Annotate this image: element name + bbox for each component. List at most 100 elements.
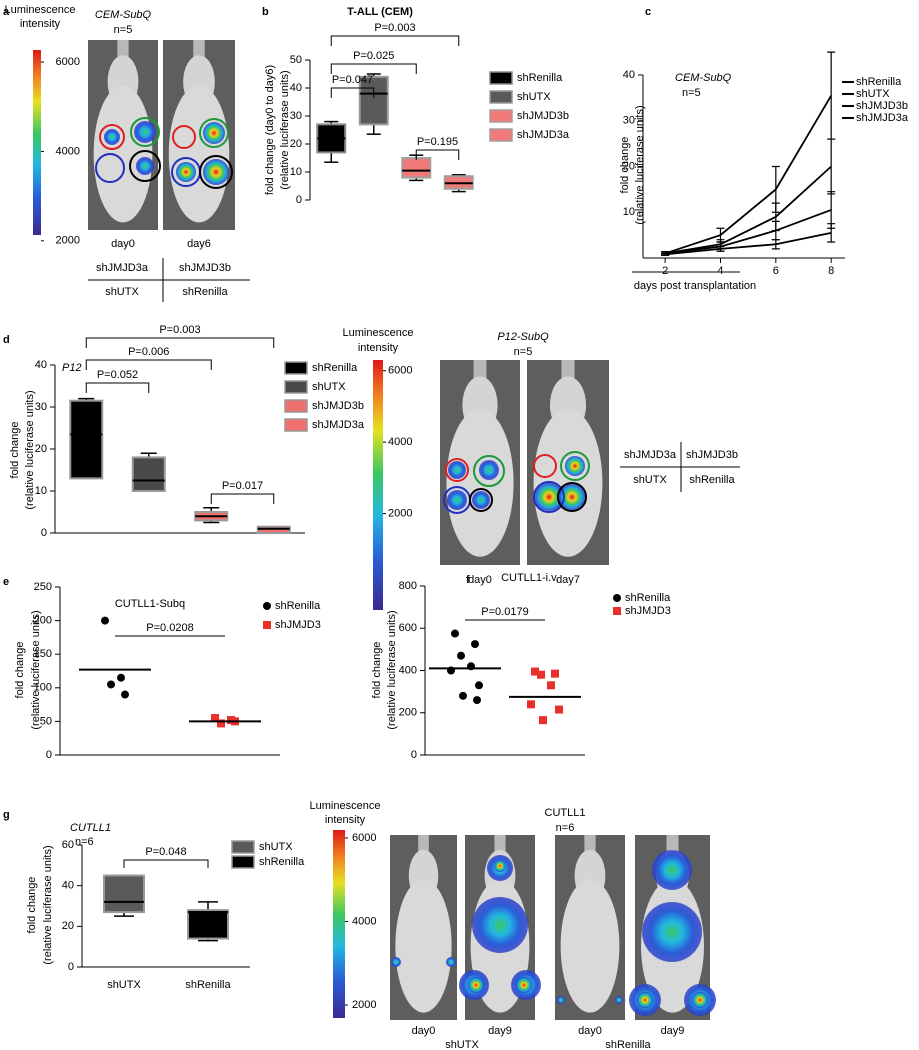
colorbar-title: intensity xyxy=(325,814,366,826)
mouse-body xyxy=(395,879,452,1013)
y-tick-label: 30 xyxy=(290,110,302,122)
y-tick-label: 40 xyxy=(35,359,47,371)
legend-swatch xyxy=(231,840,255,854)
tumor-outline xyxy=(199,118,229,148)
data-point xyxy=(555,705,563,714)
x-tick-label: shUTX xyxy=(107,979,141,991)
panel-letter: b xyxy=(262,6,269,18)
legend-label: shUTX xyxy=(259,841,293,853)
colorbar-title: intensity xyxy=(358,342,399,354)
y-tick-label: 10 xyxy=(35,485,47,497)
box xyxy=(256,525,291,535)
significance-bracket xyxy=(330,87,375,98)
nose-cone xyxy=(418,835,429,854)
y-tick-label: 50 xyxy=(290,54,302,66)
legend-label: shRenilla xyxy=(517,72,563,84)
y-tick-label: 0 xyxy=(41,527,47,539)
luminescence-signal xyxy=(203,159,229,185)
tumor-outline xyxy=(533,481,565,513)
data-line xyxy=(664,95,832,255)
panel-letter: g xyxy=(3,809,10,821)
y-tick-label: 0 xyxy=(411,749,417,761)
box xyxy=(401,157,432,179)
y-tick-label: 40 xyxy=(62,880,74,892)
day-label: day9 xyxy=(488,1025,512,1037)
key-label: shJMJD3b xyxy=(686,449,738,461)
chart-title: T-ALL (CEM) xyxy=(347,6,413,18)
legend-label: shJMJD3a xyxy=(517,129,570,141)
data-line xyxy=(665,231,832,256)
legend-label: shRenilla xyxy=(625,592,671,604)
luminescence-signal xyxy=(479,460,499,480)
data-point xyxy=(217,719,225,728)
luminescence-signal xyxy=(637,992,653,1008)
box xyxy=(187,909,229,940)
key-label: shUTX xyxy=(105,286,139,298)
key-label: shRenilla xyxy=(689,474,735,486)
y-tick-label: 0 xyxy=(296,194,302,206)
y-axis-label: fold change xyxy=(371,642,383,699)
luminescence-signal xyxy=(652,850,692,890)
legend-label: shJMJD3b xyxy=(856,100,908,112)
colorbar-title: Luminescence xyxy=(310,800,381,812)
p-value: P=0.003 xyxy=(159,324,200,336)
legend-swatch xyxy=(489,128,513,142)
luminescence-signal xyxy=(472,897,528,953)
p-value: P=0.047 xyxy=(332,74,373,86)
x-tick-label: 8 xyxy=(828,265,834,277)
luminescence-signal xyxy=(448,461,466,479)
chart-title: CUTLL1-Subq xyxy=(115,598,185,610)
y-tick-label: 10 xyxy=(623,206,635,218)
panel-letter: a xyxy=(3,6,10,18)
legend-swatch xyxy=(613,607,621,615)
key-label: shUTX xyxy=(633,474,667,486)
legend-label: shJMJD3 xyxy=(625,605,671,617)
y-tick-label: 150 xyxy=(34,648,52,660)
tumor-outline xyxy=(560,451,590,481)
data-line xyxy=(664,165,832,255)
significance-bracket xyxy=(330,35,460,46)
tumor-outline xyxy=(469,488,493,512)
significance-bracket xyxy=(123,859,209,868)
luminescence-signal xyxy=(203,122,225,144)
y-axis-label: fold change xyxy=(26,877,38,934)
y-tick-label: 30 xyxy=(623,115,635,127)
panel-letter: e xyxy=(3,576,9,588)
data-point xyxy=(527,700,535,709)
legend-swatch xyxy=(613,594,621,602)
annotation: P12 xyxy=(62,362,82,374)
y-axis-label: (relative luciferase units) xyxy=(42,845,54,964)
y-tick-label: 250 xyxy=(34,581,52,593)
panel-letter: c xyxy=(645,6,651,18)
y-tick-label: 20 xyxy=(290,138,302,150)
image-title: P12-SubQ xyxy=(497,331,549,343)
p-value: P=0.0179 xyxy=(481,606,528,618)
y-tick-label: 20 xyxy=(62,920,74,932)
nose-cone xyxy=(584,835,596,854)
legend-label: shUTX xyxy=(312,381,346,393)
y-axis-label: (relative luciferase units) xyxy=(24,390,36,509)
tumor-outline xyxy=(557,482,587,512)
p-value: P=0.006 xyxy=(128,346,169,358)
colorbar-tick-label: 4000 xyxy=(388,436,412,448)
colorbar-title: Luminescence xyxy=(5,4,76,16)
mouse-body xyxy=(560,879,620,1013)
legend-swatch xyxy=(263,621,271,629)
x-tick-label: shRenilla xyxy=(185,979,231,991)
chart-title: CUTLL1-i.v. xyxy=(501,572,559,584)
significance-bracket xyxy=(415,149,460,160)
panel-letter: f xyxy=(466,574,470,586)
p-value: P=0.052 xyxy=(97,369,138,381)
legend-swatch xyxy=(231,855,255,869)
x-tick-label: 4 xyxy=(717,265,723,277)
data-point xyxy=(459,691,467,700)
day-label: day0 xyxy=(111,238,135,250)
colorbar xyxy=(373,360,383,610)
colorbar xyxy=(33,50,41,235)
x-tick-label: 6 xyxy=(773,265,779,277)
nose-cone xyxy=(193,40,205,59)
y-tick-label: 200 xyxy=(34,615,52,627)
day-label: day0 xyxy=(468,574,492,586)
y-tick-label: 800 xyxy=(399,580,417,592)
p-value: P=0.017 xyxy=(222,480,263,492)
